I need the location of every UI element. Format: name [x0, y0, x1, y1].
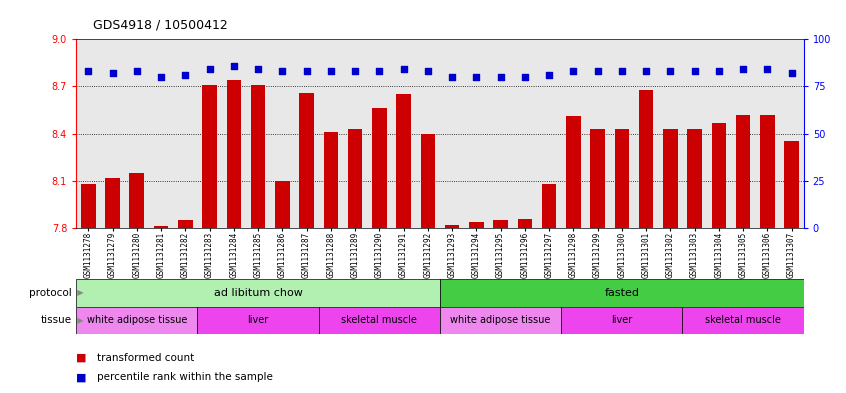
Text: ▶: ▶ — [72, 316, 84, 325]
Bar — [784, 141, 799, 228]
Bar — [518, 219, 532, 228]
Point — [203, 66, 217, 73]
Bar — [319, 307, 440, 334]
Bar — [227, 80, 241, 228]
Bar — [372, 108, 387, 228]
Bar — [440, 279, 804, 307]
Point — [106, 70, 119, 76]
Bar — [81, 184, 96, 228]
Text: white adipose tissue: white adipose tissue — [450, 315, 551, 325]
Point — [372, 68, 386, 75]
Bar — [197, 307, 319, 334]
Bar — [445, 225, 459, 228]
Bar — [663, 129, 678, 228]
Bar — [396, 94, 411, 228]
Point — [736, 66, 750, 73]
Text: tissue: tissue — [41, 315, 72, 325]
Point — [397, 66, 410, 73]
Point — [349, 68, 362, 75]
Bar — [154, 226, 168, 228]
Bar — [76, 307, 197, 334]
Point — [324, 68, 338, 75]
Point — [712, 68, 726, 75]
Point — [761, 66, 774, 73]
Text: skeletal muscle: skeletal muscle — [341, 315, 417, 325]
Bar — [561, 307, 683, 334]
Point — [445, 74, 459, 80]
Bar — [614, 129, 629, 228]
Text: ■: ■ — [76, 372, 91, 382]
Text: percentile rank within the sample: percentile rank within the sample — [97, 372, 273, 382]
Text: protocol: protocol — [29, 288, 72, 298]
Point — [276, 68, 289, 75]
Bar — [760, 115, 775, 228]
Bar — [591, 129, 605, 228]
Text: GDS4918 / 10500412: GDS4918 / 10500412 — [93, 18, 228, 31]
Point — [179, 72, 192, 78]
Point — [251, 66, 265, 73]
Bar — [711, 123, 726, 228]
Text: ■: ■ — [76, 353, 91, 363]
Point — [615, 68, 629, 75]
Text: ▶: ▶ — [72, 288, 84, 297]
Bar — [129, 173, 144, 228]
Bar — [493, 220, 508, 228]
Text: liver: liver — [611, 315, 633, 325]
Point — [470, 74, 483, 80]
Point — [421, 68, 435, 75]
Point — [688, 68, 701, 75]
Bar — [639, 90, 653, 228]
Bar — [202, 85, 217, 228]
Point — [130, 68, 144, 75]
Bar — [178, 220, 193, 228]
Text: skeletal muscle: skeletal muscle — [705, 315, 781, 325]
Point — [591, 68, 604, 75]
Bar — [541, 184, 557, 228]
Bar — [348, 129, 362, 228]
Bar — [250, 85, 266, 228]
Bar — [736, 115, 750, 228]
Bar — [566, 116, 580, 228]
Point — [494, 74, 508, 80]
Text: liver: liver — [247, 315, 269, 325]
Bar — [420, 134, 435, 228]
Bar — [683, 307, 804, 334]
Bar — [440, 307, 561, 334]
Point — [154, 74, 168, 80]
Bar — [687, 129, 702, 228]
Text: ad libitum chow: ad libitum chow — [213, 288, 303, 298]
Point — [567, 68, 580, 75]
Bar — [76, 279, 440, 307]
Bar — [469, 222, 484, 228]
Bar — [323, 132, 338, 228]
Point — [640, 68, 653, 75]
Point — [299, 68, 313, 75]
Point — [542, 72, 556, 78]
Point — [785, 70, 799, 76]
Point — [227, 62, 240, 69]
Bar — [105, 178, 120, 228]
Text: transformed count: transformed count — [97, 353, 195, 363]
Bar — [275, 181, 289, 228]
Point — [518, 74, 531, 80]
Point — [663, 68, 677, 75]
Text: fasted: fasted — [604, 288, 640, 298]
Bar — [299, 93, 314, 228]
Text: white adipose tissue: white adipose tissue — [86, 315, 187, 325]
Point — [81, 68, 95, 75]
